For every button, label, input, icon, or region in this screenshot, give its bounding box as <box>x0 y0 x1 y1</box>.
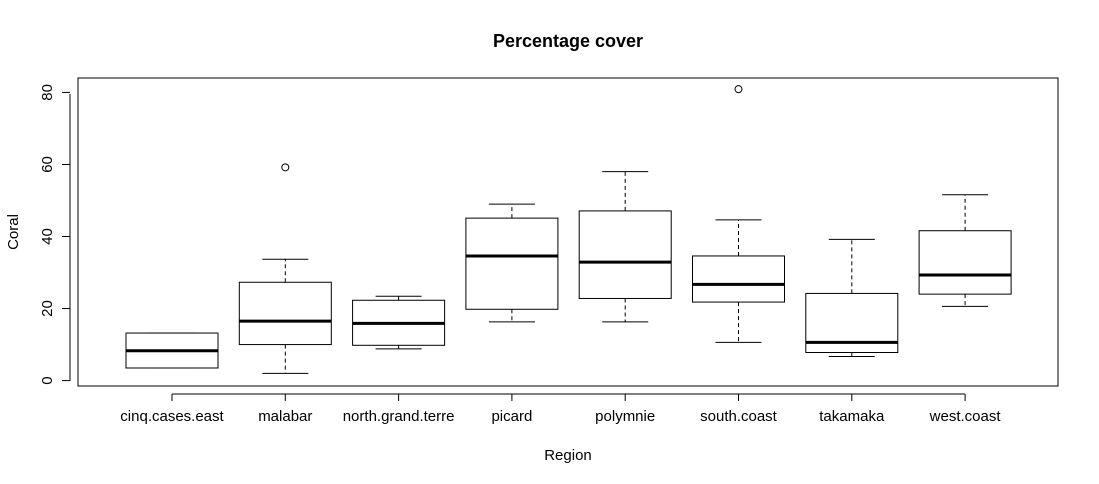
iqr-box <box>238 281 332 346</box>
box-south.coast <box>692 85 785 343</box>
iqr-box <box>918 230 1012 295</box>
y-tick-label: 80 <box>39 84 56 101</box>
x-tick-label: malabar <box>258 408 312 425</box>
outlier-point <box>281 163 290 172</box>
y-ticks: 0 20 40 60 80 <box>39 84 70 385</box>
y-axis-label: Coral <box>5 214 22 250</box>
y-tick-label: 40 <box>39 228 56 245</box>
box-malabar <box>238 163 332 374</box>
boxes <box>125 85 1012 374</box>
box-polymnie <box>578 171 672 323</box>
outlier-point <box>734 85 743 94</box>
iqr-box <box>465 217 559 310</box>
x-tick-label: north.grand.terre <box>343 408 455 425</box>
box-west.coast <box>918 194 1012 307</box>
x-ticks: cinq.cases.east malabar north.grand.terre p… <box>120 393 1002 425</box>
iqr-box <box>692 255 785 303</box>
x-tick-label: west.coast <box>929 408 1002 425</box>
box-takamaka <box>805 238 899 357</box>
x-tick-label: takamaka <box>819 408 885 425</box>
y-tick-label: 60 <box>39 156 56 173</box>
box-cinq.cases.east <box>125 332 219 369</box>
x-tick-label: cinq.cases.east <box>120 408 224 425</box>
box-north.grand.terre <box>352 295 446 350</box>
box-picard <box>465 203 559 323</box>
iqr-box <box>578 210 672 299</box>
x-tick-label: polymnie <box>595 408 655 425</box>
y-tick-label: 20 <box>39 300 56 317</box>
x-tick-label: picard <box>491 408 532 425</box>
plot-frame <box>77 77 1059 387</box>
chart-title: Percentage cover <box>493 31 643 51</box>
x-tick-label: south.coast <box>700 408 778 425</box>
y-tick-label: 0 <box>39 376 56 384</box>
x-axis-label: Region <box>544 447 592 464</box>
